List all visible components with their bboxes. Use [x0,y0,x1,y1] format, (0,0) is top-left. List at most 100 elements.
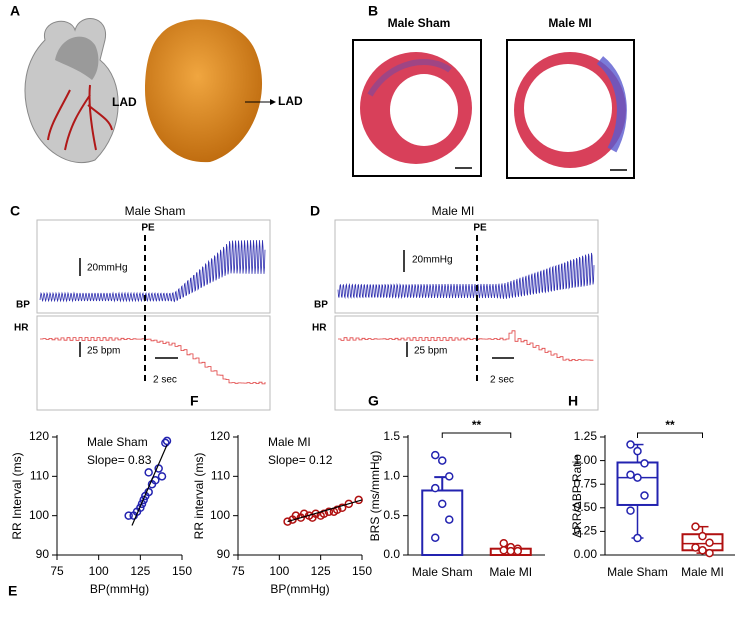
hr-trace [40,337,266,385]
y-tick-label: 0.25 [574,524,598,538]
point [431,533,440,542]
annotation: Slope= 0.83 [87,453,152,467]
point [438,456,447,465]
arrow-head [270,99,276,105]
point [499,538,508,548]
y-tick-label: 100 [210,508,230,522]
panel-label: E [8,583,17,599]
coronary-arteries [47,84,113,151]
x-tick-label: 75 [231,564,245,578]
point [705,538,714,547]
fibrosis [367,59,452,97]
y-tick-label: 0.50 [574,500,598,514]
bp-trace [337,252,595,300]
panel-label: F [190,393,199,409]
fit-line [287,499,363,523]
panel-b: B Male Sham Male MI [352,3,635,179]
panel-label: H [568,393,578,409]
y-axis-label: RR Interval (ms) [10,452,24,539]
y-tick-label: 0.0 [383,547,400,561]
trace-box [334,219,599,314]
point [283,517,292,526]
panel-d: D Male MI PE 20mmHg BP HR 25 bpm 2 sec [310,203,599,411]
y-tick-label: 90 [217,547,231,561]
y-tick-label: 1.00 [574,453,598,467]
point [640,491,649,500]
point [162,436,172,446]
trace-title: Male Sham [125,204,186,218]
infarct [596,56,627,153]
panel-label: G [368,393,379,409]
significance-bracket [441,432,512,438]
point [354,495,363,505]
trace-label: BP [314,300,328,311]
significance: ** [665,418,675,432]
y-tick-label: 120 [210,429,230,443]
point [144,468,153,477]
y-axis-label: RR interval (ms) [192,453,206,540]
trace-label: HR [312,323,327,334]
point [319,509,329,518]
section-title: Male MI [548,16,591,30]
y-axis-label: ΔRR/ΔBP Ratio [570,454,584,538]
scale-label: 2 sec [490,375,514,386]
y-tick-label: 1.5 [383,429,400,443]
y-tick-label: 0.00 [574,547,598,561]
heart-atrium [55,36,99,80]
panel-c: C Male Sham PE 20mmHg BP HR 25 bpm 2 sec [10,203,271,411]
point [161,438,170,448]
point [626,470,635,480]
scale-label: 25 bpm [87,346,120,357]
annotation: Male MI [268,435,311,449]
y-tick-label: 1.0 [383,469,400,483]
point [499,546,508,555]
point [445,515,454,524]
point [626,440,635,449]
x-tick-label: Male Sham [412,565,473,579]
ventricle-lumen [524,64,612,152]
point [438,499,447,509]
trace-box [334,315,599,411]
y-axis-label: BRS (ms/mmHg) [368,451,382,542]
scale-label: 20mmHg [412,255,453,266]
scale-label: 20mmHg [87,263,128,274]
x-tick-label: Male MI [489,565,532,579]
significance: ** [472,418,482,432]
trace-label: BP [16,300,30,311]
x-tick-label: 75 [50,564,64,578]
ventricle-lumen [390,74,458,146]
panel-label: A [10,3,20,19]
point [513,546,522,556]
x-tick-label: 100 [269,564,289,578]
y-tick-label: 120 [29,429,49,443]
panel-a: A LAD LAD [10,3,303,164]
point [633,473,642,482]
point [698,531,707,541]
x-tick-label: Male Sham [607,565,668,579]
panel-label: C [10,203,20,219]
fit-line [131,444,168,526]
trace-title: Male MI [432,204,475,218]
point [157,472,167,481]
significance-bracket [637,432,703,438]
scale-label: 2 sec [153,375,177,386]
y-tick-label: 110 [30,469,49,483]
x-tick-label: 125 [130,564,150,578]
point [344,499,354,509]
heart-photo [145,19,263,163]
annotation: LAD [278,94,303,108]
x-tick-label: 125 [311,564,331,578]
panel-label: B [368,3,378,19]
point [691,522,700,531]
y-tick-label: 0.5 [383,508,400,522]
box [616,461,659,506]
point [705,548,714,558]
point [137,499,147,509]
point [691,543,700,552]
y-tick-label: 100 [29,508,49,522]
point [640,459,649,468]
pe-label: PE [473,223,487,234]
x-tick-label: Male MI [681,565,724,579]
x-tick-label: 100 [89,564,109,578]
